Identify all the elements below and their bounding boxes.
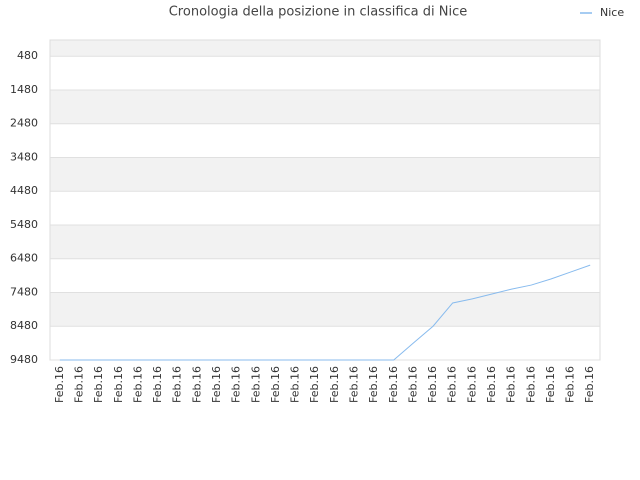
y-tick-label: 480	[17, 49, 38, 62]
y-tick-label: 7480	[10, 285, 38, 298]
data-line	[59, 264, 591, 361]
x-tick-label: Feb.16	[289, 366, 302, 403]
y-tick-label: 8480	[10, 319, 38, 332]
x-tick-label: Feb.16	[524, 366, 537, 403]
x-tick-label: Feb.16	[328, 366, 341, 403]
chart-title: Cronologia della posizione in classifica…	[169, 5, 468, 20]
x-tick-label: Feb.16	[564, 366, 577, 403]
plot-band	[50, 89, 600, 124]
x-tick-label: Feb.16	[131, 366, 144, 403]
x-tick-label: Feb.16	[583, 366, 596, 403]
x-tick-label: Feb.16	[505, 366, 518, 403]
x-tick-label: Feb.16	[269, 366, 282, 403]
x-tick-label: Feb.16	[53, 366, 66, 403]
plot-band	[50, 40, 600, 57]
x-tick-label: Feb.16	[190, 366, 203, 403]
y-tick-label: 1480	[10, 83, 38, 96]
x-tick-label: Feb.16	[92, 366, 105, 403]
y-tick-label: 6480	[10, 252, 38, 265]
y-tick-label: 9480	[10, 353, 38, 366]
y-tick-label: 5480	[10, 218, 38, 231]
x-tick-label: Feb.16	[112, 366, 125, 403]
x-tick-label: Feb.16	[210, 366, 223, 403]
x-tick-label: Feb.16	[230, 366, 243, 403]
x-tick-label: Feb.16	[465, 366, 478, 403]
legend-label: Nice	[600, 6, 624, 19]
x-tick-label: Feb.16	[485, 366, 498, 403]
x-tick-label: Feb.16	[249, 366, 262, 403]
x-tick-label: Feb.16	[426, 366, 439, 403]
y-tick-label: 2480	[10, 117, 38, 130]
plot-band	[50, 292, 600, 327]
x-tick-label: Feb.16	[446, 366, 459, 403]
plot-band	[50, 224, 600, 259]
y-tick-label: 3480	[10, 150, 38, 163]
x-tick-label: Feb.16	[151, 366, 164, 403]
x-tick-label: Feb.16	[367, 366, 380, 403]
y-tick-label: 4480	[10, 184, 38, 197]
plot-band	[50, 157, 600, 192]
x-tick-label: Feb.16	[544, 366, 557, 403]
x-tick-label: Feb.16	[308, 366, 321, 403]
x-tick-label: Feb.16	[72, 366, 85, 403]
x-tick-label: Feb.16	[347, 366, 360, 403]
x-tick-label: Feb.16	[387, 366, 400, 403]
x-tick-label: Feb.16	[171, 366, 184, 403]
x-tick-label: Feb.16	[406, 366, 419, 403]
